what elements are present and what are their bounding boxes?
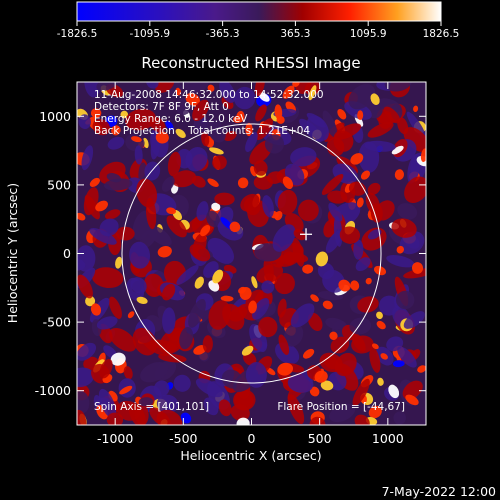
x-axis-label: Heliocentric X (arcsec) [180, 448, 321, 463]
x-tick-label: 500 [308, 431, 332, 446]
y-tick-label: 500 [47, 177, 71, 192]
y-axis-label: Heliocentric Y (arcsec) [5, 183, 20, 323]
info-line-energy: Energy Range: 6.0 - 12.0 keV [94, 113, 248, 125]
y-tick-label: -1000 [35, 383, 71, 398]
flare-position-marker [300, 228, 313, 241]
colorbar-tick-label: -365.3 [206, 28, 240, 40]
info-line-time: 11-Aug-2008 14:46:32.000 to 14:52:32.000 [94, 89, 324, 101]
colorbar-tick-label: -1095.9 [130, 28, 171, 40]
y-axis-ticks: -1000 -500 0 500 1000 [35, 109, 426, 398]
y-tick-label: 0 [63, 246, 71, 261]
info-line-method: Back Projection Total counts: 1.21E+04 [94, 125, 310, 137]
x-axis-ticks: -1000 -500 0 500 1000 [97, 82, 404, 446]
colorbar-tick-label: -1826.5 [57, 28, 98, 40]
info-line-detectors: Detectors: 7F 8F 9F, Att 0 [94, 101, 229, 113]
footer-timestamp: 7-May-2022 12:00 [382, 484, 496, 499]
x-tick-label: -1000 [97, 431, 133, 446]
flare-position-label: Flare Position = [-44,67] [277, 401, 405, 413]
heatmap [77, 82, 426, 425]
chart-title: Reconstructed RHESSI Image [141, 54, 360, 72]
solar-limb-circle [121, 123, 382, 384]
y-tick-label: -500 [43, 315, 71, 330]
x-tick-label: 0 [248, 431, 256, 446]
colorbar-tick-label: 1826.5 [423, 28, 460, 40]
colorbar-tick-label: 365.3 [280, 28, 310, 40]
colorbar-tick-label: 1095.9 [350, 28, 387, 40]
x-tick-label: 1000 [372, 431, 404, 446]
y-tick-label: 1000 [39, 109, 71, 124]
colorbar-ticks: -1826.5 -1095.9 -365.3 365.3 1095.9 1826.5 [57, 21, 460, 40]
colorbar [76, 1, 442, 22]
spin-axis-label: Spin Axis = [401,101] [94, 401, 209, 413]
x-tick-label: -500 [169, 431, 197, 446]
